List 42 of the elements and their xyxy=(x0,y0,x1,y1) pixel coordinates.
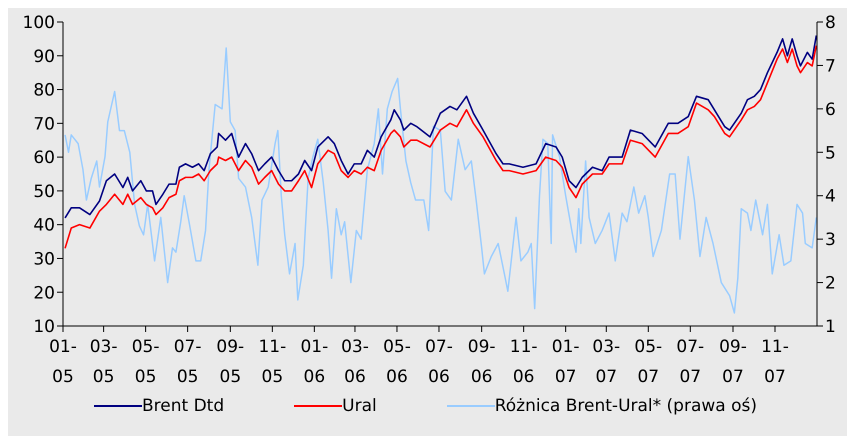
x-tick-label: 03- 07 xyxy=(592,337,620,387)
y-tick-label: 100 xyxy=(22,13,55,34)
x-tick-label: 01- 05 xyxy=(49,337,77,387)
y-tick-label: 90 xyxy=(33,46,55,67)
x-tick-label: 05- 07 xyxy=(634,337,662,387)
x-tick-label: 11- 07 xyxy=(761,337,789,387)
y2-tick-label: 6 xyxy=(825,100,836,120)
legend-label: Brent Dtd xyxy=(142,396,224,416)
x-tick-label: 07- 07 xyxy=(676,337,704,387)
x-tick-label: 03- 05 xyxy=(90,337,118,387)
x-tick-label: 07- 05 xyxy=(174,337,202,387)
y-tick-label: 40 xyxy=(33,216,55,236)
y2-tick-label: 8 xyxy=(825,13,836,34)
x-tick-label: 01- 07 xyxy=(552,337,580,387)
x-tick-label: 09- 05 xyxy=(216,337,244,387)
x-tick-label: 03- 06 xyxy=(341,337,369,387)
y-tick-label: 60 xyxy=(33,148,55,168)
x-tick-label: 05- 05 xyxy=(132,337,160,387)
y2-tick-label: 5 xyxy=(825,143,836,164)
y-tick-label: 30 xyxy=(33,249,55,270)
y-tick-label: 50 xyxy=(33,182,55,202)
y2-tick-label: 2 xyxy=(825,274,836,294)
x-tick-label: 11- 05 xyxy=(258,337,286,387)
x-tick-label: 09- 07 xyxy=(719,337,747,387)
x-tick-label: 11- 06 xyxy=(510,337,538,387)
x-tick-label: 05- 06 xyxy=(383,337,411,387)
line-series xyxy=(64,34,817,219)
x-tick-label: 01- 06 xyxy=(300,337,328,387)
y-tick-label: 80 xyxy=(33,80,55,101)
x-tick-label: 07- 06 xyxy=(425,337,453,387)
x-tick-label: 09- 06 xyxy=(468,337,496,387)
legend-label: Różnica Brent-Ural* (prawa oś) xyxy=(494,396,757,416)
y-tick-label: 20 xyxy=(33,283,55,304)
line-series xyxy=(64,44,817,250)
y2-tick-label: 4 xyxy=(825,186,836,207)
y-tick-label: 70 xyxy=(33,114,55,134)
y2-tick-label: 3 xyxy=(825,230,836,250)
y-tick-label: 10 xyxy=(33,317,55,338)
y2-tick-label: 7 xyxy=(825,56,836,76)
legend-label: Ural xyxy=(342,396,377,416)
y2-tick-label: 1 xyxy=(825,317,836,338)
line-series xyxy=(64,47,817,314)
